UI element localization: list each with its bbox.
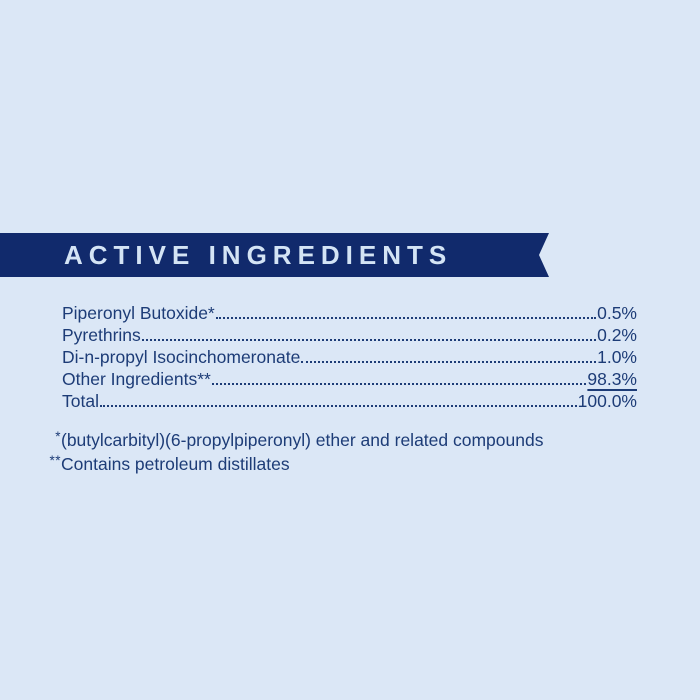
ingredient-name: Di-n-propyl Isocinchomeronate bbox=[62, 347, 301, 368]
table-row-total: Total 100.0% bbox=[62, 390, 637, 412]
table-row: Other Ingredients** 98.3% bbox=[62, 368, 637, 390]
table-row: Di-n-propyl Isocinchomeronate 1.0% bbox=[62, 346, 637, 368]
footnote-marker: ** bbox=[49, 453, 61, 468]
ingredient-percentage: 0.5% bbox=[597, 303, 637, 323]
footnote-text: Contains petroleum distillates bbox=[61, 454, 290, 474]
ingredient-name: Other Ingredients** bbox=[62, 369, 211, 390]
footnote-text: (butylcarbityl)(6-propylpiperonyl) ether… bbox=[61, 430, 544, 450]
ingredient-percentage: 1.0% bbox=[597, 347, 637, 368]
ingredient-name: Pyrethrins bbox=[62, 325, 141, 346]
footnote: **Contains petroleum distillates bbox=[44, 453, 543, 477]
ingredient-name: Total bbox=[62, 391, 99, 412]
table-row: Pyrethrins 0.2% bbox=[62, 324, 637, 346]
dot-leader bbox=[301, 361, 597, 364]
dot-leader bbox=[211, 383, 587, 386]
dot-leader bbox=[99, 405, 577, 408]
dot-leader bbox=[141, 339, 597, 342]
ingredient-percentage: 100.0% bbox=[577, 391, 637, 412]
ingredients-table: Piperonyl Butoxide* 0.5% Pyrethrins 0.2%… bbox=[62, 302, 637, 412]
ingredient-percentage: 98.3% bbox=[587, 369, 637, 390]
table-row: Piperonyl Butoxide* 0.5% bbox=[62, 302, 637, 324]
ingredient-name: Piperonyl Butoxide* bbox=[62, 303, 215, 323]
footnote: *(butylcarbityl)(6-propylpiperonyl) ethe… bbox=[44, 429, 543, 453]
active-ingredients-title: ACTIVE INGREDIENTS bbox=[64, 240, 453, 270]
footnotes: *(butylcarbityl)(6-propylpiperonyl) ethe… bbox=[44, 429, 543, 477]
footnote-marker: * bbox=[55, 429, 61, 444]
active-ingredients-ribbon: ACTIVE INGREDIENTS bbox=[0, 233, 549, 277]
dot-leader bbox=[215, 317, 597, 319]
ingredient-percentage: 0.2% bbox=[597, 325, 637, 346]
